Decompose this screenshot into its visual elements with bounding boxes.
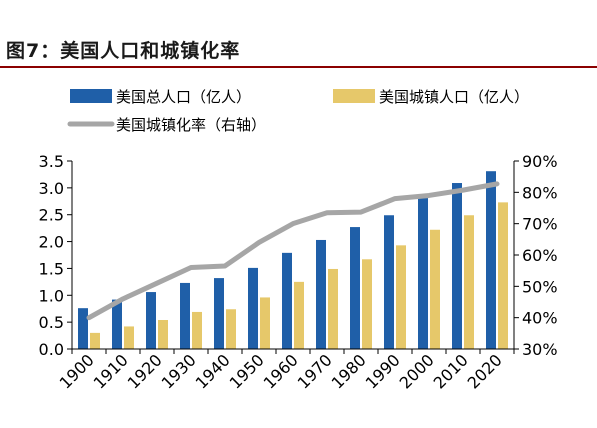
- bar-urban-population: [260, 297, 270, 349]
- chart-legend: 美国总人口（亿人） 美国城镇人口（亿人） 美国城镇化率（右轴）: [67, 88, 529, 134]
- bar-urban-population: [192, 311, 202, 349]
- figure-title: 图7：美国人口和城镇化率: [6, 40, 241, 62]
- title-divider: [0, 66, 597, 68]
- rate-point: [359, 210, 363, 215]
- bar-urban-population: [464, 215, 474, 349]
- rate-point: [257, 240, 261, 245]
- bar-urban-population: [498, 202, 508, 349]
- bar-total-population: [248, 267, 258, 349]
- x-tick-label: 1910: [90, 350, 132, 392]
- bar-urban-population: [226, 309, 236, 349]
- bar-total-population: [452, 183, 462, 349]
- bar-group: [78, 171, 508, 349]
- x-tick-label: 1980: [328, 350, 370, 392]
- bar-total-population: [282, 252, 292, 349]
- legend-swatch-urban: [333, 89, 375, 103]
- rate-point: [223, 263, 227, 268]
- x-tick-label: 1970: [294, 350, 336, 392]
- rate-point: [121, 296, 125, 301]
- rate-point: [393, 196, 397, 201]
- y-tick-label: 0.5: [39, 313, 64, 332]
- x-tick-label: 2010: [430, 350, 472, 392]
- bar-urban-population: [430, 229, 440, 349]
- y2-tick-label: 60%: [522, 246, 558, 265]
- y-tick-label: 1.0: [39, 286, 64, 305]
- bar-urban-population: [124, 326, 134, 349]
- y2-tick-label: 50%: [522, 277, 558, 296]
- rate-point: [325, 210, 329, 215]
- bar-total-population: [214, 278, 224, 349]
- y2-tick-label: 80%: [522, 183, 558, 202]
- x-tick-label: 1930: [158, 350, 200, 392]
- bar-total-population: [418, 198, 428, 349]
- bar-total-population: [486, 171, 496, 349]
- rate-point: [189, 265, 193, 270]
- y2-tick-label: 40%: [522, 309, 558, 328]
- y-tick-label: 2.5: [39, 206, 64, 225]
- legend-label-total: 美国总人口（亿人）: [116, 88, 251, 106]
- rate-line-group: [86, 181, 500, 321]
- bar-urban-population: [158, 319, 168, 349]
- bar-urban-population: [90, 332, 100, 349]
- rate-point: [495, 181, 499, 186]
- y-tick-label: 2.0: [39, 233, 64, 252]
- x-tick-label: 1920: [124, 350, 166, 392]
- y2-tick-label: 30%: [522, 340, 558, 359]
- bar-urban-population: [294, 281, 304, 349]
- bar-total-population: [350, 227, 360, 349]
- x-tick-label: 1990: [362, 350, 404, 392]
- rate-point: [155, 281, 159, 286]
- x-tick-label: 1950: [226, 350, 268, 392]
- x-tick-label: 2020: [464, 350, 506, 392]
- bar-total-population: [384, 215, 394, 349]
- y2-tick-label: 90%: [522, 152, 558, 171]
- y2-tick-label: 70%: [522, 215, 558, 234]
- y-tick-label: 3.5: [39, 152, 64, 171]
- bar-total-population: [316, 239, 326, 349]
- x-tick-label: 1960: [260, 350, 302, 392]
- bar-total-population: [78, 308, 88, 349]
- bar-total-population: [112, 299, 122, 349]
- bar-urban-population: [328, 268, 338, 349]
- rate-point: [291, 221, 295, 226]
- y-tick-label: 0.0: [39, 340, 64, 359]
- legend-label-urban: 美国城镇人口（亿人）: [379, 88, 529, 106]
- rate-point: [461, 188, 465, 193]
- x-tick-label: 2000: [396, 350, 438, 392]
- rate-point: [427, 193, 431, 198]
- bar-urban-population: [396, 245, 406, 349]
- bar-total-population: [180, 282, 190, 349]
- legend-label-rate: 美国城镇化率（右轴）: [116, 116, 266, 134]
- y-tick-label: 3.0: [39, 179, 64, 198]
- y-tick-label: 1.5: [39, 259, 64, 278]
- bar-total-population: [146, 292, 156, 349]
- legend-swatch-total: [70, 89, 112, 103]
- x-tick-label: 1940: [192, 350, 234, 392]
- bar-urban-population: [362, 259, 372, 349]
- rate-point: [87, 315, 91, 320]
